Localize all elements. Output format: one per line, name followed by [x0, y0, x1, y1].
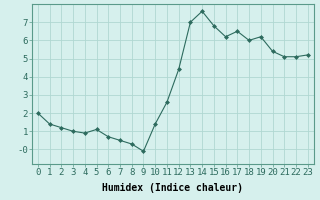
X-axis label: Humidex (Indice chaleur): Humidex (Indice chaleur) [102, 183, 243, 193]
